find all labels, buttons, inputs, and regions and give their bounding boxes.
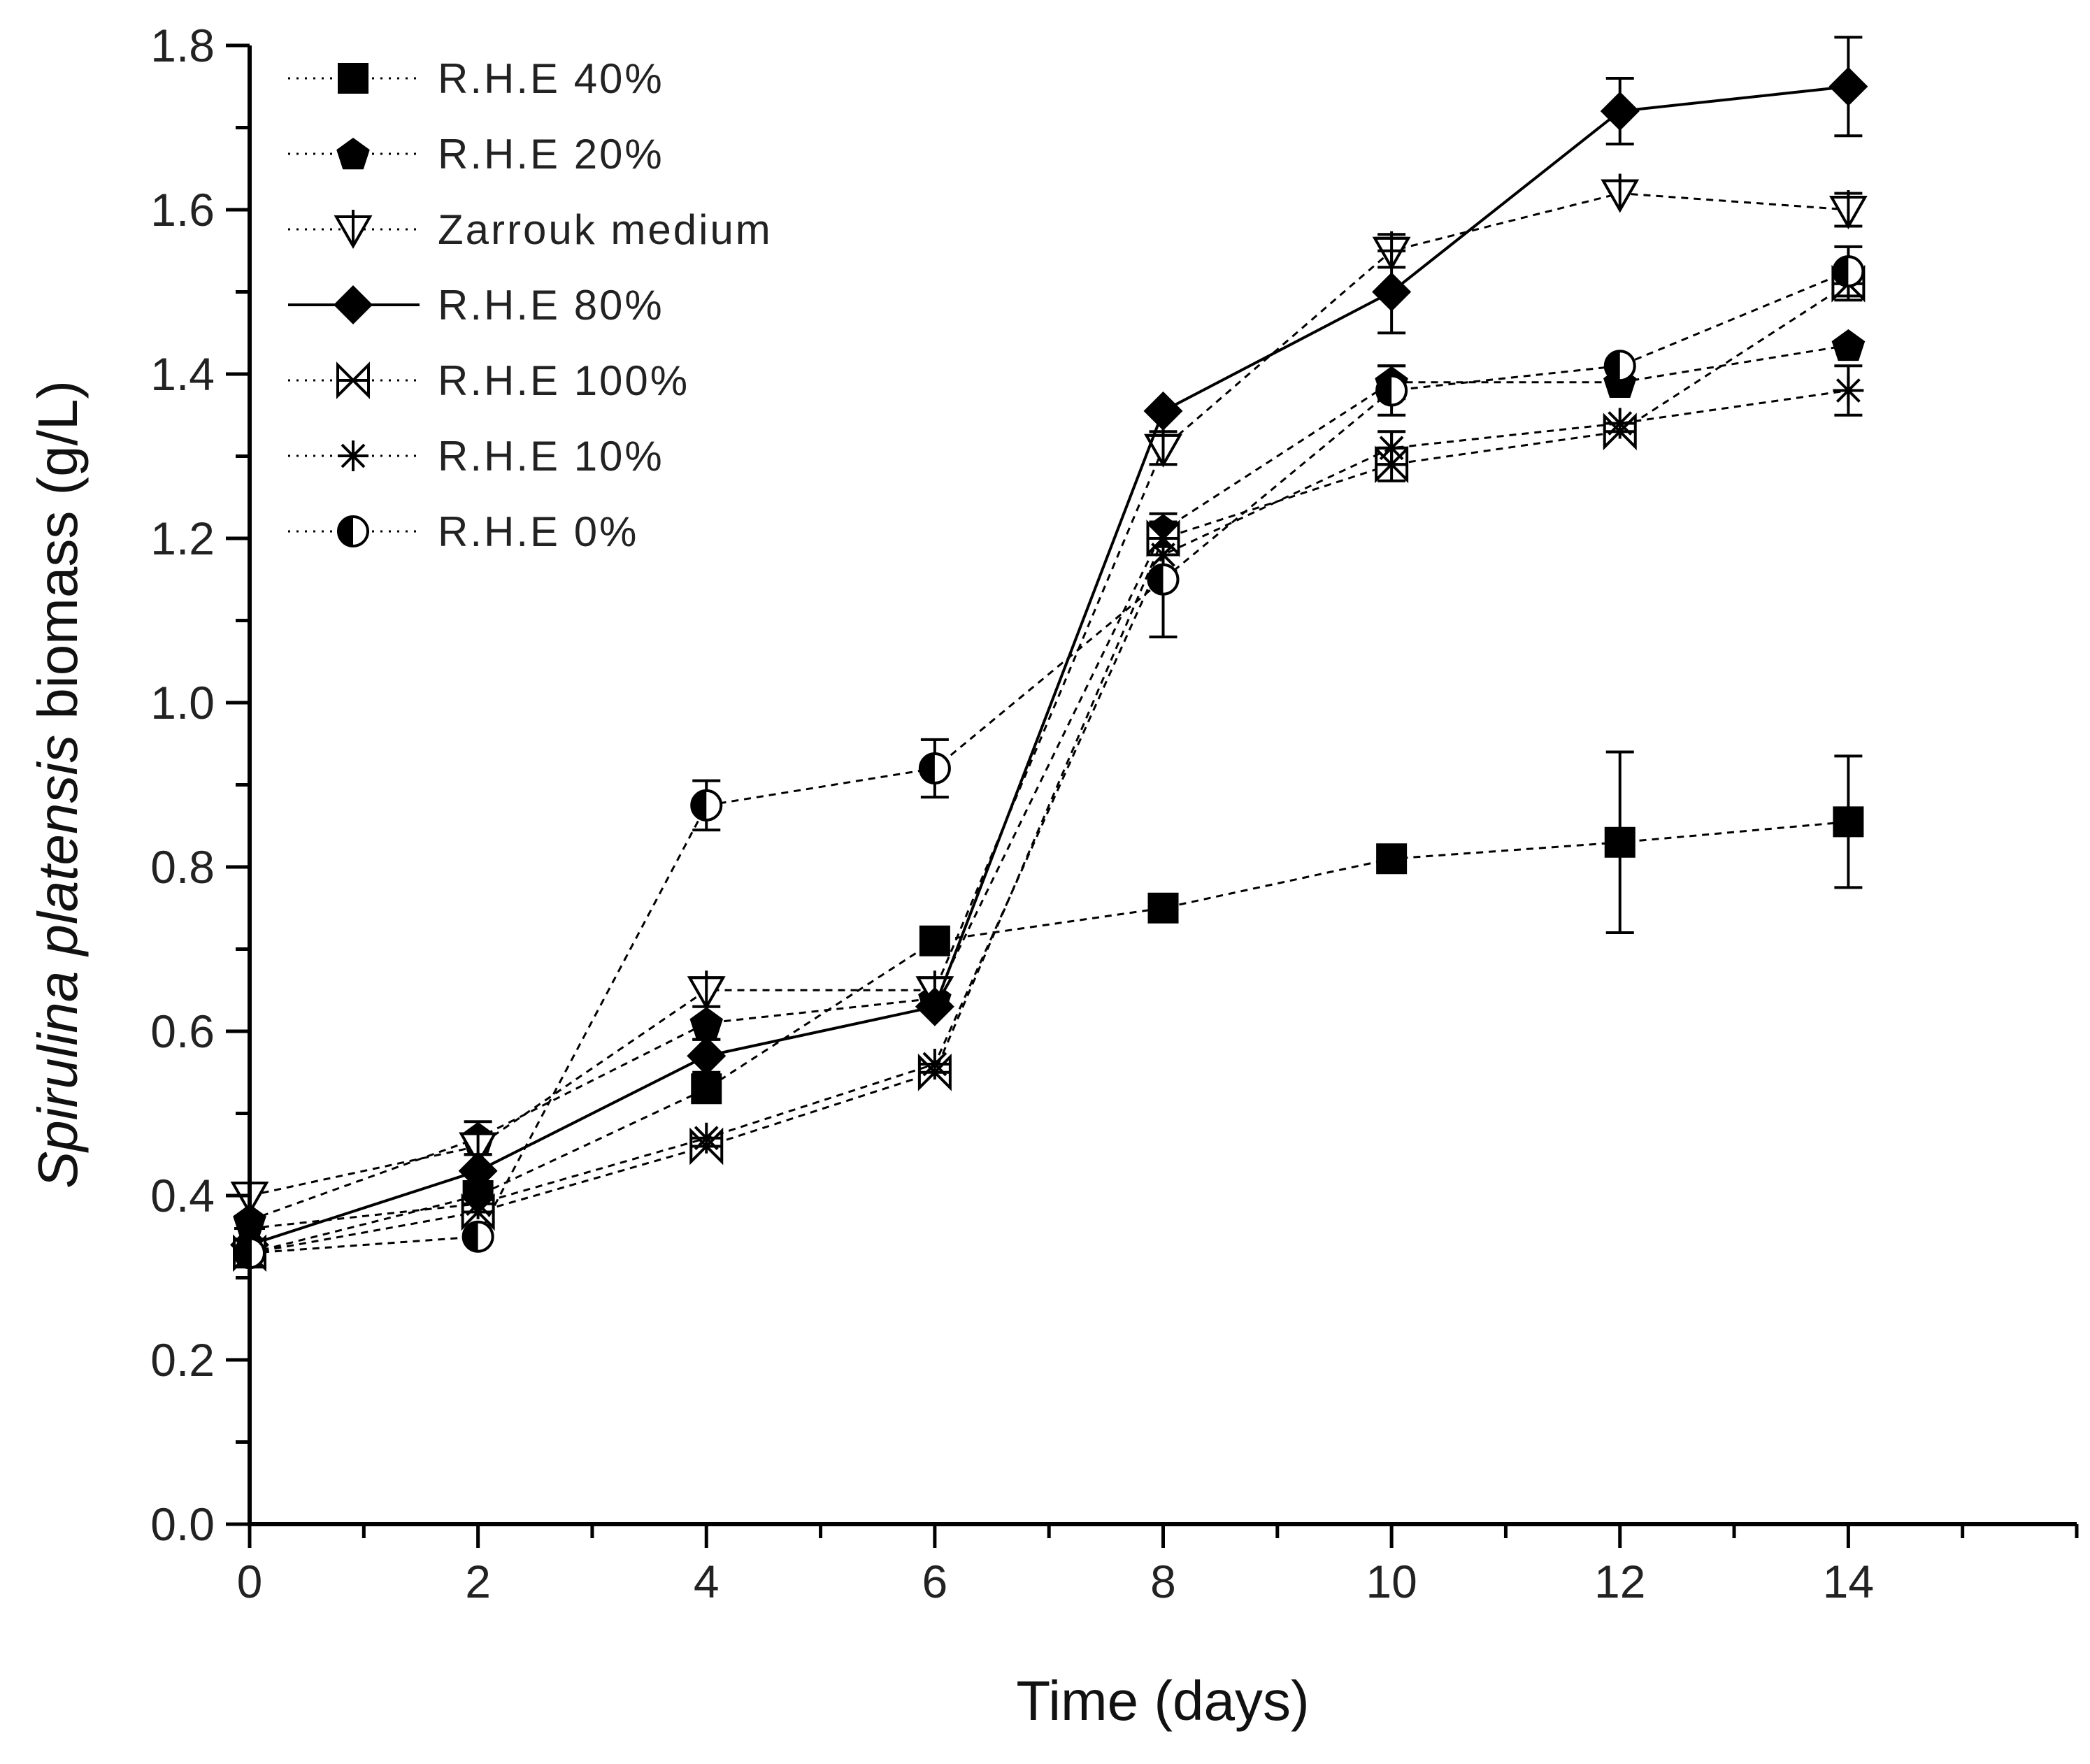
y-axis-title: Spirulina platensis biomass (g/L)	[27, 380, 89, 1189]
data-point-rhe0	[1832, 255, 1865, 288]
axes	[248, 45, 2077, 1526]
x-tick-label: 2	[465, 1556, 491, 1607]
data-point-rhe0	[461, 1220, 494, 1253]
legend-label-rhe10: R.H.E 10%	[438, 433, 664, 480]
legend-item-rhe80: R.H.E 80%	[288, 282, 664, 329]
legend-marker-rhe100	[336, 361, 370, 399]
data-point-rhe40	[1147, 892, 1179, 924]
data-point-rhe80	[1600, 92, 1640, 131]
data-point-rhe20	[1831, 329, 1866, 361]
y-tick-label: 0.2	[150, 1334, 215, 1386]
legend-item-zarrouk: Zarrouk medium	[288, 206, 773, 253]
data-point-rhe40	[691, 1073, 722, 1105]
series-rhe0	[234, 245, 1865, 1270]
data-point-rhe80	[687, 1036, 727, 1076]
series-line-zarrouk	[249, 192, 1849, 1197]
legend-marker-rhe10	[338, 440, 368, 471]
data-point-rhe0	[690, 789, 723, 822]
data-point-rhe80	[915, 987, 954, 1026]
y-tick-label: 1.6	[150, 184, 215, 236]
legend-marker-rhe40	[338, 63, 368, 94]
series-line-rhe10	[249, 389, 1849, 1230]
legend-label-rhe0: R.H.E 0%	[438, 508, 638, 555]
data-point-rhe40	[1833, 806, 1864, 838]
y-tick-label: 1.4	[150, 348, 215, 400]
data-point-rhe40	[1376, 843, 1408, 875]
data-point-rhe0	[1147, 563, 1180, 596]
y-tick-label: 0.0	[150, 1498, 215, 1550]
data-point-rhe0	[1603, 350, 1636, 382]
data-point-rhe10	[1604, 408, 1636, 439]
y-ticks: 0.0 0.2 0.4 0.6 0.8 1.0 1.2 1.4 1.6 1.8	[150, 20, 250, 1550]
data-point-rhe10	[462, 1188, 494, 1219]
legend-item-rhe0: R.H.E 0%	[288, 508, 638, 555]
legend-marker-rhe0	[337, 515, 369, 547]
y-tick-label: 0.4	[150, 1170, 215, 1221]
data-layer	[230, 36, 1868, 1272]
x-tick-label: 8	[1150, 1556, 1176, 1607]
series-rhe80	[230, 36, 1868, 1265]
legend-marker-rhe20	[336, 138, 370, 170]
data-point-zarrouk	[1144, 428, 1182, 468]
series-line-rhe0	[249, 270, 1849, 1254]
legend-label-rhe40: R.H.E 40%	[438, 55, 664, 102]
x-tick-label: 14	[1823, 1556, 1874, 1607]
legend: R.H.E 40% R.H.E 20% Zarrouk medium R.H.E 80…	[288, 55, 773, 555]
data-point-rhe40	[1604, 826, 1636, 858]
data-point-zarrouk	[1601, 173, 1640, 213]
series-line-rhe40	[249, 820, 1849, 1254]
data-point-rhe10	[1833, 375, 1864, 406]
x-tick-label: 10	[1366, 1556, 1417, 1607]
y-axis-title-species: Spirulina platensis	[27, 735, 89, 1189]
data-point-zarrouk	[459, 1126, 498, 1166]
data-point-rhe20	[689, 1007, 723, 1039]
legend-label-rhe80: R.H.E 80%	[438, 282, 664, 329]
x-axis-title: Time (days)	[1016, 1670, 1309, 1732]
data-point-rhe80	[458, 1151, 498, 1191]
series-zarrouk	[230, 173, 1868, 1216]
legend-marker-rhe80	[334, 285, 373, 324]
data-point-rhe80	[1143, 391, 1183, 431]
legend-marker-zarrouk	[334, 210, 373, 250]
data-point-rhe0	[918, 752, 951, 784]
x-tick-label: 6	[922, 1556, 948, 1607]
x-tick-label: 12	[1594, 1556, 1645, 1607]
data-point-rhe10	[1376, 432, 1408, 464]
x-ticks: 0 2 4 6 8 10 12 14	[237, 1524, 2079, 1607]
data-point-rhe10	[691, 1122, 722, 1154]
data-point-rhe40	[919, 925, 950, 956]
legend-item-rhe20: R.H.E 20%	[288, 131, 664, 178]
y-tick-label: 0.6	[150, 1005, 215, 1057]
data-point-zarrouk	[687, 970, 726, 1010]
legend-label-rhe100: R.H.E 100%	[438, 357, 689, 404]
data-point-rhe0	[1375, 374, 1408, 407]
legend-item-rhe10: R.H.E 10%	[288, 433, 664, 480]
y-tick-label: 0.8	[150, 841, 215, 893]
y-tick-label: 1.8	[150, 20, 215, 71]
legend-label-rhe20: R.H.E 20%	[438, 131, 664, 178]
legend-item-rhe40: R.H.E 40%	[288, 55, 664, 102]
data-point-rhe80	[1372, 272, 1412, 312]
data-point-rhe10	[919, 1049, 950, 1080]
data-point-rhe80	[1828, 66, 1868, 106]
x-tick-label: 4	[694, 1556, 720, 1607]
y-axis-title-unit: biomass (g/L)	[27, 380, 89, 735]
y-tick-label: 1.0	[150, 677, 215, 729]
series-line-rhe80	[249, 85, 1849, 1247]
series-line-rhe20	[249, 344, 1849, 1221]
data-point-zarrouk	[1828, 190, 1868, 230]
legend-label-zarrouk: Zarrouk medium	[438, 206, 773, 253]
legend-item-rhe100: R.H.E 100%	[288, 357, 689, 404]
x-tick-label: 0	[237, 1556, 263, 1607]
y-tick-label: 1.2	[150, 512, 215, 564]
series-line-rhe100	[249, 282, 1849, 1254]
